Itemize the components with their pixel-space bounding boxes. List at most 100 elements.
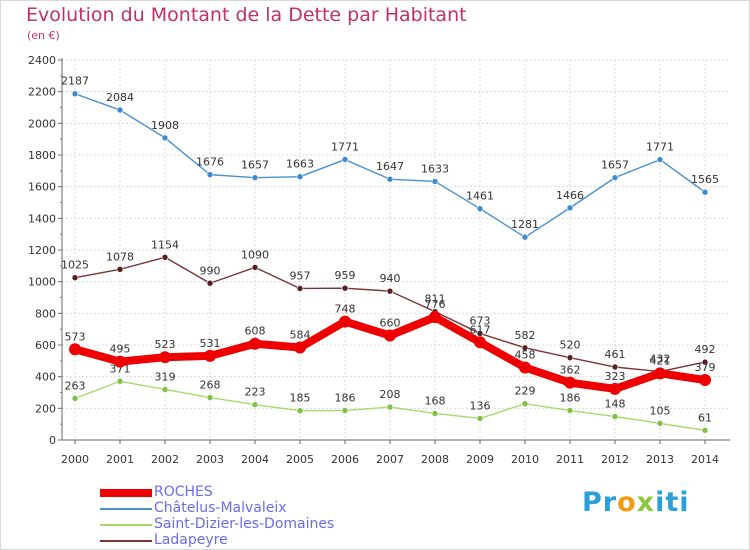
- y-tick-label: 1800: [28, 149, 56, 162]
- x-tick-label: 2012: [601, 453, 629, 466]
- data-point-saint-dizier-les-domaines: [656, 420, 664, 427]
- data-label-saint-dizier-les-domaines: 268: [200, 379, 221, 392]
- x-tick-label: 2007: [376, 453, 404, 466]
- data-point-chatelus-malvaleix: [431, 178, 439, 185]
- y-tick-label: 1400: [28, 212, 56, 225]
- data-label-saint-dizier-les-domaines: 263: [65, 379, 86, 392]
- data-point-saint-dizier-les-domaines: [71, 395, 79, 402]
- data-label-saint-dizier-les-domaines: 136: [470, 399, 491, 412]
- data-label-ladapeyre: 811: [425, 293, 446, 306]
- chart-svg: 0 200 400 600 800 1000 1200 1400 1600 1800 2000 220…: [28, 54, 730, 466]
- data-point-chatelus-malvaleix: [566, 204, 574, 212]
- y-tick-label: 2400: [28, 54, 56, 67]
- data-label-ladapeyre: 582: [515, 329, 536, 342]
- data-point-chatelus-malvaleix: [386, 175, 394, 183]
- data-label-ladapeyre: 1078: [106, 250, 134, 263]
- data-label-saint-dizier-les-domaines: 186: [335, 392, 356, 405]
- y-tick-label: 400: [35, 371, 56, 384]
- data-label-ladapeyre: 1090: [241, 248, 269, 261]
- y-tick-label: 200: [35, 402, 56, 415]
- data-point-roches: [159, 351, 171, 364]
- x-tick-label: 2009: [466, 453, 494, 466]
- data-label-saint-dizier-les-domaines: 223: [245, 386, 266, 399]
- data-point-chatelus-malvaleix: [71, 90, 79, 98]
- data-point-roches: [204, 349, 216, 362]
- data-point-saint-dizier-les-domaines: [476, 415, 484, 422]
- y-tick-label: 800: [35, 307, 56, 320]
- data-label-chatelus-malvaleix: 2084: [106, 91, 134, 104]
- data-label-chatelus-malvaleix: 1633: [421, 162, 449, 175]
- legend-swatch-ladapeyre: [100, 540, 152, 542]
- x-tick-label: 2000: [61, 453, 89, 466]
- data-point-chatelus-malvaleix: [521, 233, 529, 241]
- data-label-ladapeyre: 432: [650, 353, 671, 366]
- data-label-chatelus-malvaleix: 1647: [376, 160, 404, 173]
- data-label-ladapeyre: 990: [200, 264, 221, 277]
- data-label-chatelus-malvaleix: 1657: [601, 159, 629, 172]
- legend-label-ladapeyre: Ladapeyre: [154, 532, 228, 548]
- data-point-ladapeyre: [161, 253, 169, 261]
- data-point-ladapeyre: [521, 344, 529, 352]
- x-tick-label: 2002: [151, 453, 179, 466]
- data-point-saint-dizier-les-domaines: [116, 377, 124, 385]
- data-label-saint-dizier-les-domaines: 148: [605, 398, 626, 411]
- data-label-roches: 362: [560, 364, 581, 377]
- data-label-roches: 608: [245, 325, 266, 338]
- data-label-roches: 776: [425, 298, 446, 311]
- data-point-saint-dizier-les-domaines: [296, 407, 304, 415]
- data-label-roches: 379: [695, 361, 716, 374]
- data-point-roches: [654, 367, 666, 380]
- data-label-roches: 323: [605, 370, 626, 383]
- data-label-saint-dizier-les-domaines: 168: [425, 394, 446, 407]
- y-tick-label: 2200: [28, 86, 56, 99]
- data-label-roches: 421: [650, 354, 671, 367]
- data-label-roches: 617: [470, 323, 491, 336]
- data-label-chatelus-malvaleix: 1657: [241, 159, 269, 172]
- data-point-roches: [519, 361, 531, 374]
- data-label-chatelus-malvaleix: 1771: [646, 141, 674, 154]
- x-tick-label: 2001: [106, 453, 134, 466]
- data-point-roches: [69, 343, 81, 356]
- data-label-saint-dizier-les-domaines: 319: [155, 370, 176, 383]
- y-tick-label: 2000: [28, 117, 56, 130]
- data-label-ladapeyre: 673: [470, 314, 491, 327]
- data-label-roches: 458: [515, 348, 536, 361]
- chart-unit: (en €): [27, 29, 60, 42]
- data-point-chatelus-malvaleix: [701, 188, 709, 196]
- data-point-chatelus-malvaleix: [656, 156, 664, 163]
- data-point-ladapeyre: [611, 363, 619, 371]
- data-point-saint-dizier-les-domaines: [566, 407, 574, 414]
- data-point-ladapeyre: [341, 284, 349, 292]
- data-label-saint-dizier-les-domaines: 208: [380, 388, 401, 401]
- x-tick-label: 2006: [331, 453, 359, 466]
- data-point-ladapeyre: [701, 358, 709, 366]
- data-point-saint-dizier-les-domaines: [161, 386, 169, 393]
- x-tick-label: 2011: [556, 453, 584, 466]
- legend-label-roches: ROCHES: [154, 484, 213, 500]
- data-label-ladapeyre: 520: [560, 339, 581, 352]
- data-point-roches: [384, 329, 396, 342]
- data-point-ladapeyre: [566, 354, 574, 361]
- x-tick-label: 2010: [511, 453, 539, 466]
- chart-title: Evolution du Montant de la Dette par Hab…: [26, 4, 467, 26]
- data-label-chatelus-malvaleix: 1565: [691, 173, 719, 186]
- legend-swatch-roches: [100, 489, 152, 497]
- x-tick-label: 2008: [421, 453, 449, 466]
- data-label-chatelus-malvaleix: 1908: [151, 119, 179, 132]
- data-point-chatelus-malvaleix: [206, 171, 214, 178]
- legend-swatch-chatelus-malvaleix: [100, 508, 152, 510]
- data-point-chatelus-malvaleix: [476, 205, 484, 212]
- data-point-roches: [564, 376, 576, 389]
- data-point-ladapeyre: [71, 274, 79, 282]
- data-label-saint-dizier-les-domaines: 186: [560, 392, 581, 405]
- data-point-chatelus-malvaleix: [251, 174, 259, 181]
- data-label-chatelus-malvaleix: 2187: [61, 75, 89, 88]
- data-point-saint-dizier-les-domaines: [251, 401, 259, 408]
- data-label-saint-dizier-les-domaines: 371: [110, 362, 131, 375]
- data-label-roches: 748: [335, 303, 356, 316]
- data-point-chatelus-malvaleix: [296, 173, 304, 180]
- data-label-saint-dizier-les-domaines: 229: [515, 385, 536, 398]
- y-tick-label: 1600: [28, 181, 56, 194]
- legend-label-saint-dizier-les-domaines: Saint-Dizier-les-Domaines: [154, 516, 335, 532]
- data-point-ladapeyre: [386, 287, 394, 295]
